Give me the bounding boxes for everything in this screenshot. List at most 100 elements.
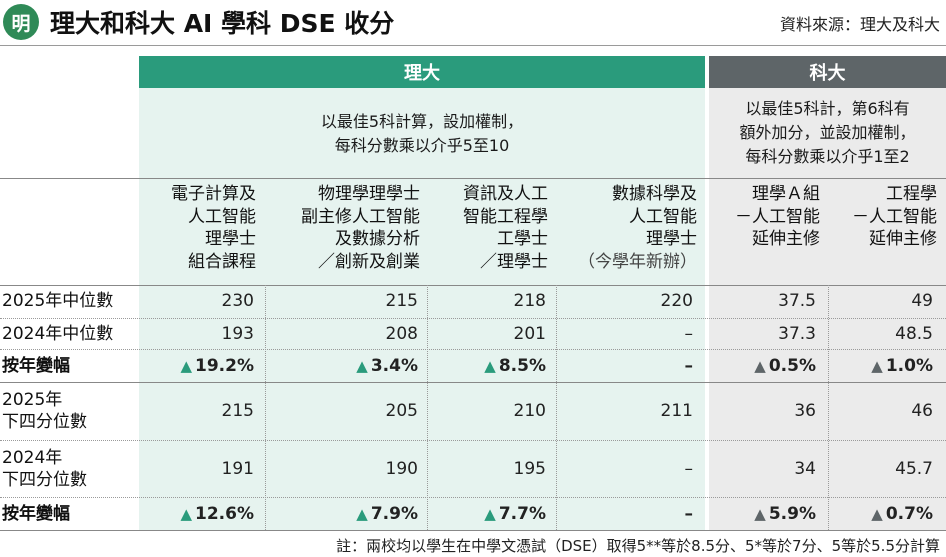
table-cell: 195: [513, 459, 546, 479]
header-divider: [0, 45, 946, 46]
page-title: 理大和科大 AI 學科 DSE 收分: [50, 9, 395, 38]
column-header-line: 數據科學及: [612, 184, 697, 204]
column-header-data-science-ai: 數據科學及 人工智能 理學士 （今學年新辦）: [557, 183, 697, 273]
table-cell: 34: [794, 459, 816, 479]
table-cell: 220: [660, 291, 693, 311]
polyu-group-header: 理大: [139, 56, 705, 88]
table-cell: 36: [794, 401, 816, 421]
table-cell: 215: [221, 401, 254, 421]
hkust-scoring-note: 以最佳5科計，第6科有 額外加分，並設加權制， 每科分數乘以介乎1至2: [709, 97, 946, 169]
up-triangle-icon: ▲: [754, 505, 766, 523]
table-cell-change: ▲ 0.7%: [871, 504, 933, 524]
section-rule: [0, 382, 946, 383]
column-header-line: 資訊及人工: [463, 184, 548, 204]
table-cell: 37.3: [778, 324, 816, 344]
hkust-panel-background: [709, 88, 946, 530]
table-cell: 37.5: [778, 291, 816, 311]
column-header-line: 理學士: [646, 229, 697, 249]
column-header-physics-ai: 物理學理學士 副主修人工智能 及數據分析 ／創新及創業: [266, 183, 420, 273]
up-triangle-icon: ▲: [754, 357, 766, 375]
column-header-line: 工學士: [497, 229, 548, 249]
polyu-note-line: 以最佳5科計算，設加權制，: [320, 112, 524, 131]
row-label-lower-quartile-change: 按年變幅: [2, 504, 70, 524]
column-header-line: 延伸主修: [869, 229, 937, 249]
table-cell-change: –: [684, 356, 694, 376]
table-bottom-rule: [0, 530, 946, 531]
column-header-line: －人工智能: [852, 206, 937, 227]
source-credit: 資料來源：理大及科大: [779, 15, 940, 34]
column-header-line: 電子計算及: [171, 184, 256, 204]
table-cell: 211: [660, 401, 693, 421]
table-cell: 193: [221, 324, 254, 344]
up-triangle-icon: ▲: [871, 357, 883, 375]
column-header-info-ai-engineering: 資訊及人工 智能工程學 工學士 ／理學士: [428, 183, 548, 273]
column-header-line: 副主修人工智能: [301, 206, 420, 227]
table-cell-change: ▲ 5.9%: [754, 504, 816, 524]
table-cell-change: ▲ 12.6%: [180, 504, 254, 524]
hkust-group-header: 科大: [709, 56, 946, 88]
column-header-new-programme-note: （今學年新辦）: [578, 251, 697, 272]
table-cell-change: ▲ 19.2%: [180, 356, 254, 376]
table-cell-change: ▲ 8.5%: [484, 356, 546, 376]
row-label-2024-median: 2024年中位數: [2, 324, 114, 344]
row-label-2025-median: 2025年中位數: [2, 291, 114, 311]
column-header-line: 延伸主修: [752, 229, 820, 249]
column-separator: [427, 285, 428, 530]
table-cell: 191: [221, 459, 254, 479]
column-header-line: 及數據分析: [335, 229, 420, 249]
table-cell: 201: [513, 324, 546, 344]
row-separator: [0, 440, 946, 441]
table-cell: –: [684, 324, 694, 344]
column-separator: [265, 285, 266, 530]
table-cell: 190: [385, 459, 418, 479]
up-triangle-icon: ▲: [180, 357, 193, 375]
polyu-note-line: 每科分數乘以介乎5至10: [334, 136, 510, 155]
row-label-median-change: 按年變幅: [2, 356, 70, 376]
row-label-2025-lower-quartile: 2025年 下四分位數: [2, 390, 87, 432]
column-header-line: 智能工程學: [463, 206, 548, 227]
header: 明 理大和科大 AI 學科 DSE 收分 資料來源：理大及科大: [0, 0, 946, 44]
hkust-note-line: 額外加分，並設加權制，: [739, 123, 916, 142]
column-header-ece-ai: 電子計算及 人工智能 理學士 組合課程: [140, 183, 256, 273]
column-header-line: 物理學理學士: [318, 184, 420, 204]
column-separator: [556, 285, 557, 530]
table-cell: –: [684, 459, 694, 479]
column-header-line: ／理學士: [480, 251, 548, 272]
table-cell: 49: [911, 291, 933, 311]
table-cell: 48.5: [895, 324, 933, 344]
column-header-line: 人工智能: [629, 206, 697, 227]
row-separator: [0, 349, 946, 350]
up-triangle-icon: ▲: [180, 505, 193, 523]
column-header-line: 理學Ａ組: [752, 184, 820, 204]
ming-pao-logo: 明: [3, 4, 39, 40]
table-cell-change: ▲ 7.7%: [484, 504, 546, 524]
header-bottom-rule: [0, 178, 946, 179]
row-separator: [0, 318, 946, 319]
table-cell-change: ▲ 7.9%: [356, 504, 418, 524]
table-cell-change: ▲ 1.0%: [871, 356, 933, 376]
column-header-rule: [0, 285, 946, 286]
row-label-2024-lower-quartile: 2024年 下四分位數: [2, 448, 87, 490]
table-cell-change: ▲ 0.5%: [754, 356, 816, 376]
up-triangle-icon: ▲: [484, 357, 496, 375]
column-header-line: 工程學: [886, 184, 937, 204]
table-cell: 205: [385, 401, 418, 421]
table-cell: 210: [513, 401, 546, 421]
polyu-panel-background: [139, 88, 705, 530]
polyu-group-name: 理大: [404, 63, 440, 84]
table-cell: 46: [911, 401, 933, 421]
column-header-science-a-ai: 理學Ａ組 －人工智能 延伸主修: [710, 183, 820, 251]
up-triangle-icon: ▲: [356, 505, 368, 523]
polyu-scoring-note: 以最佳5科計算，設加權制， 每科分數乘以介乎5至10: [139, 110, 705, 158]
column-header-line: ／創新及創業: [318, 251, 420, 272]
hkust-group-name: 科大: [809, 63, 846, 84]
footnote: 註：兩校均以學生在中學文憑試（DSE）取得5**等於8.5分、5*等於7分、5等…: [336, 537, 940, 555]
table-cell: 215: [385, 291, 418, 311]
column-header-line: 人工智能: [188, 206, 256, 227]
column-header-line: 組合課程: [188, 251, 256, 272]
row-separator: [0, 497, 946, 498]
table-cell: 218: [513, 291, 546, 311]
table-cell-change: ▲ 3.4%: [356, 356, 418, 376]
hkust-note-line: 每科分數乘以介乎1至2: [745, 147, 910, 166]
table-cell: 208: [385, 324, 418, 344]
